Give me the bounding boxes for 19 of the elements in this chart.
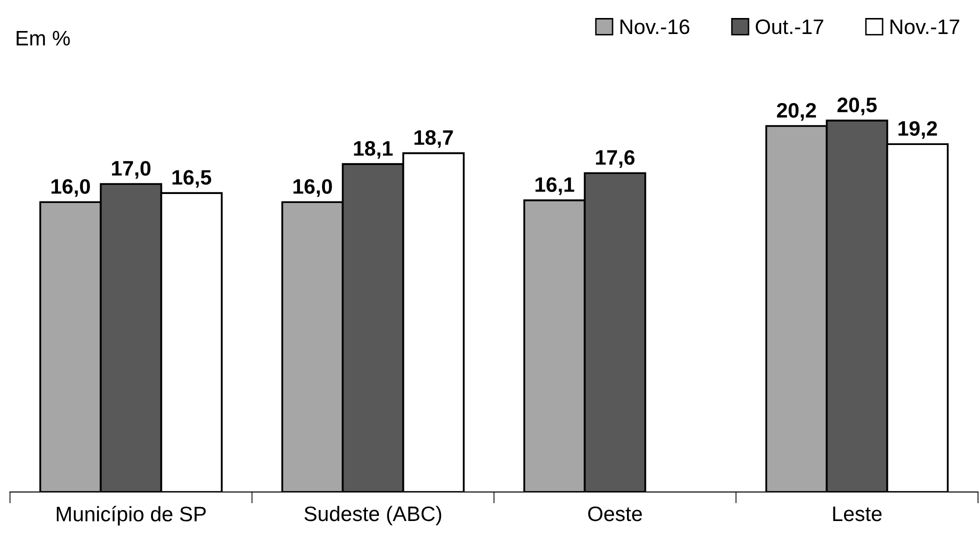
data-label: 17,6 [596, 150, 635, 168]
x-tick-label: Município de SP [56, 506, 206, 526]
data-label: 16,5 [172, 170, 212, 188]
data-label: 20,5 [837, 98, 877, 116]
data-label: 16,0 [52, 179, 90, 197]
data-label: 17,0 [112, 160, 150, 179]
data-label: 18,1 [354, 141, 393, 159]
y-axis-title: Em % [16, 30, 70, 46]
x-tick-label: Leste [833, 506, 882, 522]
data-label: 18,7 [414, 130, 453, 148]
data-label: 16,1 [536, 177, 574, 196]
legend-label: Nov.-16 [620, 19, 690, 34]
data-label: 20,2 [776, 102, 816, 121]
legend-label: Nov.-17 [890, 20, 960, 34]
x-tick-label: Oeste [588, 506, 642, 522]
legend-label: Out.-17 [756, 19, 824, 34]
data-label: 16,0 [294, 179, 332, 197]
data-label: 19,2 [898, 121, 937, 139]
x-tick-label: Sudeste (ABC) [304, 506, 442, 526]
